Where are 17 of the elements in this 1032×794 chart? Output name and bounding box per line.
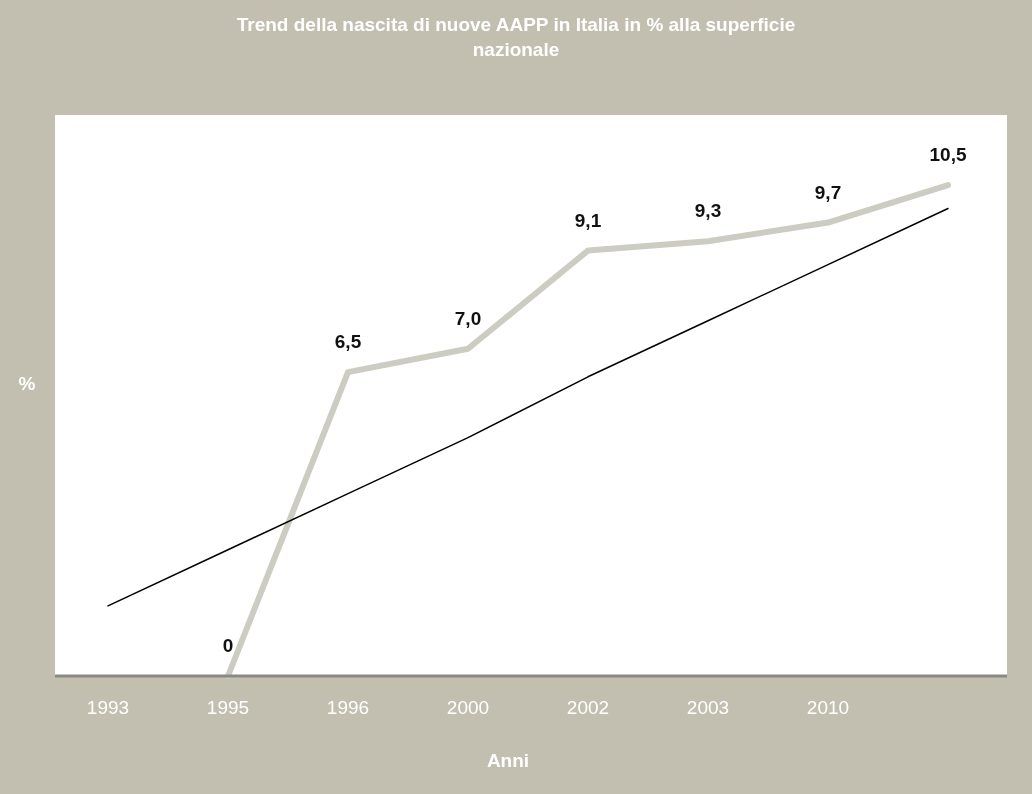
x-tick-label: 1996 [326, 697, 370, 718]
x-tick-label: 1995 [206, 697, 250, 718]
data-label: 6,5 [334, 331, 362, 353]
x-tick-label: 2003 [686, 697, 730, 718]
data-label: 9,1 [574, 209, 602, 231]
data-label: 7,0 [454, 307, 482, 329]
y-axis-title: % [18, 373, 36, 394]
chart-title: Trend della nascita di nuove AAPP in Italia in % alla superficie nazionale [236, 14, 796, 60]
data-label: 9,7 [814, 181, 842, 203]
data-label: 10,5 [929, 144, 967, 166]
x-tick-label: 2000 [446, 697, 490, 718]
x-axis-title: Anni [486, 750, 530, 771]
x-tick-label: 1993 [86, 697, 130, 718]
data-label: 0 [222, 635, 234, 656]
x-tick-label: 2010 [806, 697, 850, 718]
x-tick-label: 2002 [566, 697, 610, 718]
data-label: 9,3 [694, 200, 722, 222]
